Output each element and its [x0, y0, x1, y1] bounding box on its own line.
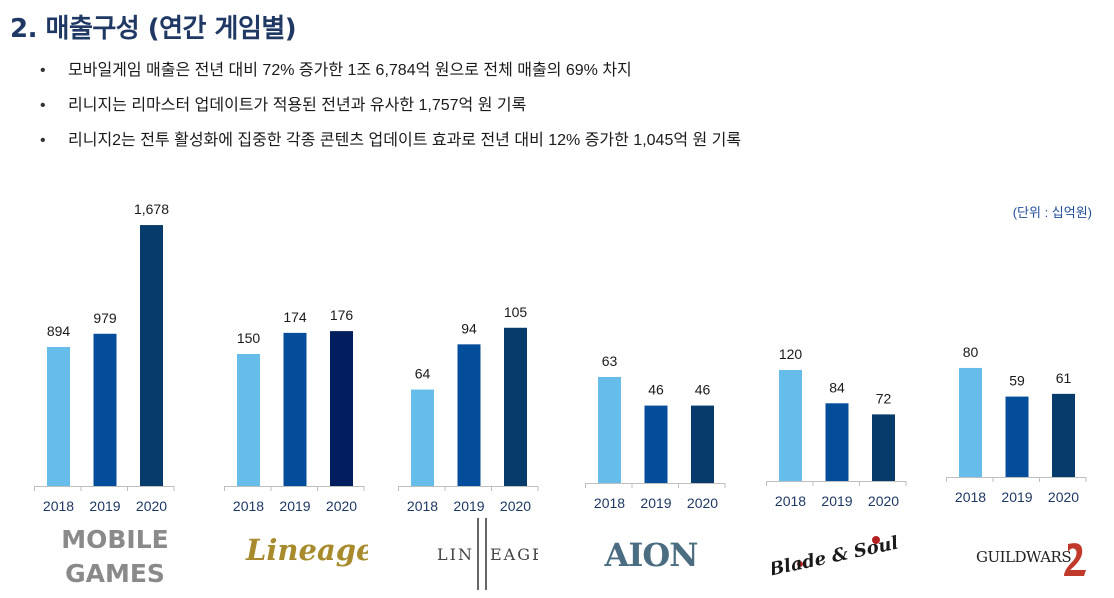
- x-tick-label: 2020: [868, 493, 899, 509]
- lineage2-logo-left: LIN: [437, 545, 474, 564]
- data-label: 46: [648, 382, 664, 398]
- x-tick-label: 2018: [233, 498, 264, 514]
- data-label: 63: [602, 353, 618, 369]
- data-label: 80: [963, 344, 979, 360]
- lineage2-logo-right: EAGE: [490, 545, 538, 564]
- bar: [1005, 396, 1029, 477]
- x-tick-label: 2020: [136, 498, 167, 514]
- x-tick-label: 2020: [500, 498, 531, 514]
- x-tick-label: 2019: [279, 498, 310, 514]
- bullet-item: 모바일게임 매출은 전년 대비 72% 증가한 1조 6,784억 원으로 전체…: [40, 60, 741, 95]
- data-label: 84: [829, 379, 845, 395]
- bar: [93, 333, 117, 486]
- data-label: 94: [461, 320, 477, 336]
- bar: [1052, 393, 1075, 477]
- blade-and-soul-logo: Blade & Soul: [772, 533, 900, 581]
- data-label: 176: [330, 307, 354, 323]
- bar: [959, 367, 982, 477]
- x-tick-label: 2019: [640, 495, 671, 511]
- data-label: 150: [237, 330, 261, 346]
- bar: [644, 405, 668, 483]
- data-label: 1,678: [134, 201, 169, 217]
- x-tick-label: 2018: [407, 498, 438, 514]
- x-tick-label: 2019: [1001, 489, 1032, 505]
- x-tick-label: 2018: [43, 498, 74, 514]
- x-tick-label: 2018: [955, 489, 986, 505]
- data-label: 979: [93, 310, 117, 326]
- unit-label: (단위 : 십억원): [1012, 205, 1092, 220]
- bar: [47, 346, 70, 486]
- lineage-logo: Lineage: [245, 533, 368, 567]
- bar: [237, 354, 260, 486]
- page-title: 2. 매출구성 (연간 게임별): [10, 14, 297, 44]
- data-label: 72: [876, 390, 892, 406]
- data-label: 105: [504, 304, 528, 320]
- bar: [825, 403, 849, 481]
- bar: [140, 225, 163, 487]
- x-tick-label: 2019: [821, 493, 852, 509]
- x-tick-label: 2020: [1048, 489, 1079, 505]
- bar: [872, 414, 895, 481]
- mobile-games-logo-line2: GAMES: [65, 559, 165, 588]
- bar: [411, 389, 434, 486]
- bar: [779, 370, 802, 481]
- mobile-games-logo-line1: MOBILE: [61, 525, 169, 554]
- aion-logo-text: AION: [604, 536, 698, 574]
- bar: [691, 405, 714, 483]
- lineage-logo-text: Lineage: [245, 533, 368, 567]
- x-tick-label: 2019: [89, 498, 120, 514]
- aion-logo: AION: [604, 536, 699, 574]
- data-label: 46: [695, 382, 711, 398]
- x-tick-label: 2020: [326, 498, 357, 514]
- x-tick-label: 2018: [775, 493, 806, 509]
- bullet-item: 리니지2는 전투 활성화에 집중한 각종 콘텐츠 업데이트 효과로 전년 대비 …: [40, 130, 741, 165]
- data-label: 59: [1009, 373, 1025, 389]
- x-tick-label: 2020: [687, 495, 718, 511]
- lineage2-logo: LIN EAGE: [437, 518, 538, 590]
- bar: [457, 344, 481, 486]
- mobile-games-logo: MOBILE GAMES: [61, 525, 169, 588]
- bar: [598, 376, 621, 483]
- data-label: 61: [1056, 370, 1072, 386]
- x-tick-label: 2018: [594, 495, 625, 511]
- data-label: 120: [779, 346, 803, 362]
- data-label: 174: [283, 309, 307, 325]
- blade-and-soul-logo-text: Blade & Soul: [772, 533, 900, 581]
- bar: [504, 327, 527, 486]
- data-label: 64: [415, 366, 431, 382]
- guild-wars-2-logo-text: GUILDWARS: [976, 548, 1071, 566]
- x-tick-label: 2019: [453, 498, 484, 514]
- bullet-list: 모바일게임 매출은 전년 대비 72% 증가한 1조 6,784억 원으로 전체…: [40, 60, 741, 165]
- bar: [330, 331, 353, 486]
- bullet-item: 리니지는 리마스터 업데이트가 적용된 전년과 유사한 1,757억 원 기록: [40, 95, 741, 130]
- data-label: 894: [47, 323, 71, 339]
- bar: [283, 332, 307, 486]
- guild-wars-2-logo: GUILDWARS: [976, 543, 1086, 576]
